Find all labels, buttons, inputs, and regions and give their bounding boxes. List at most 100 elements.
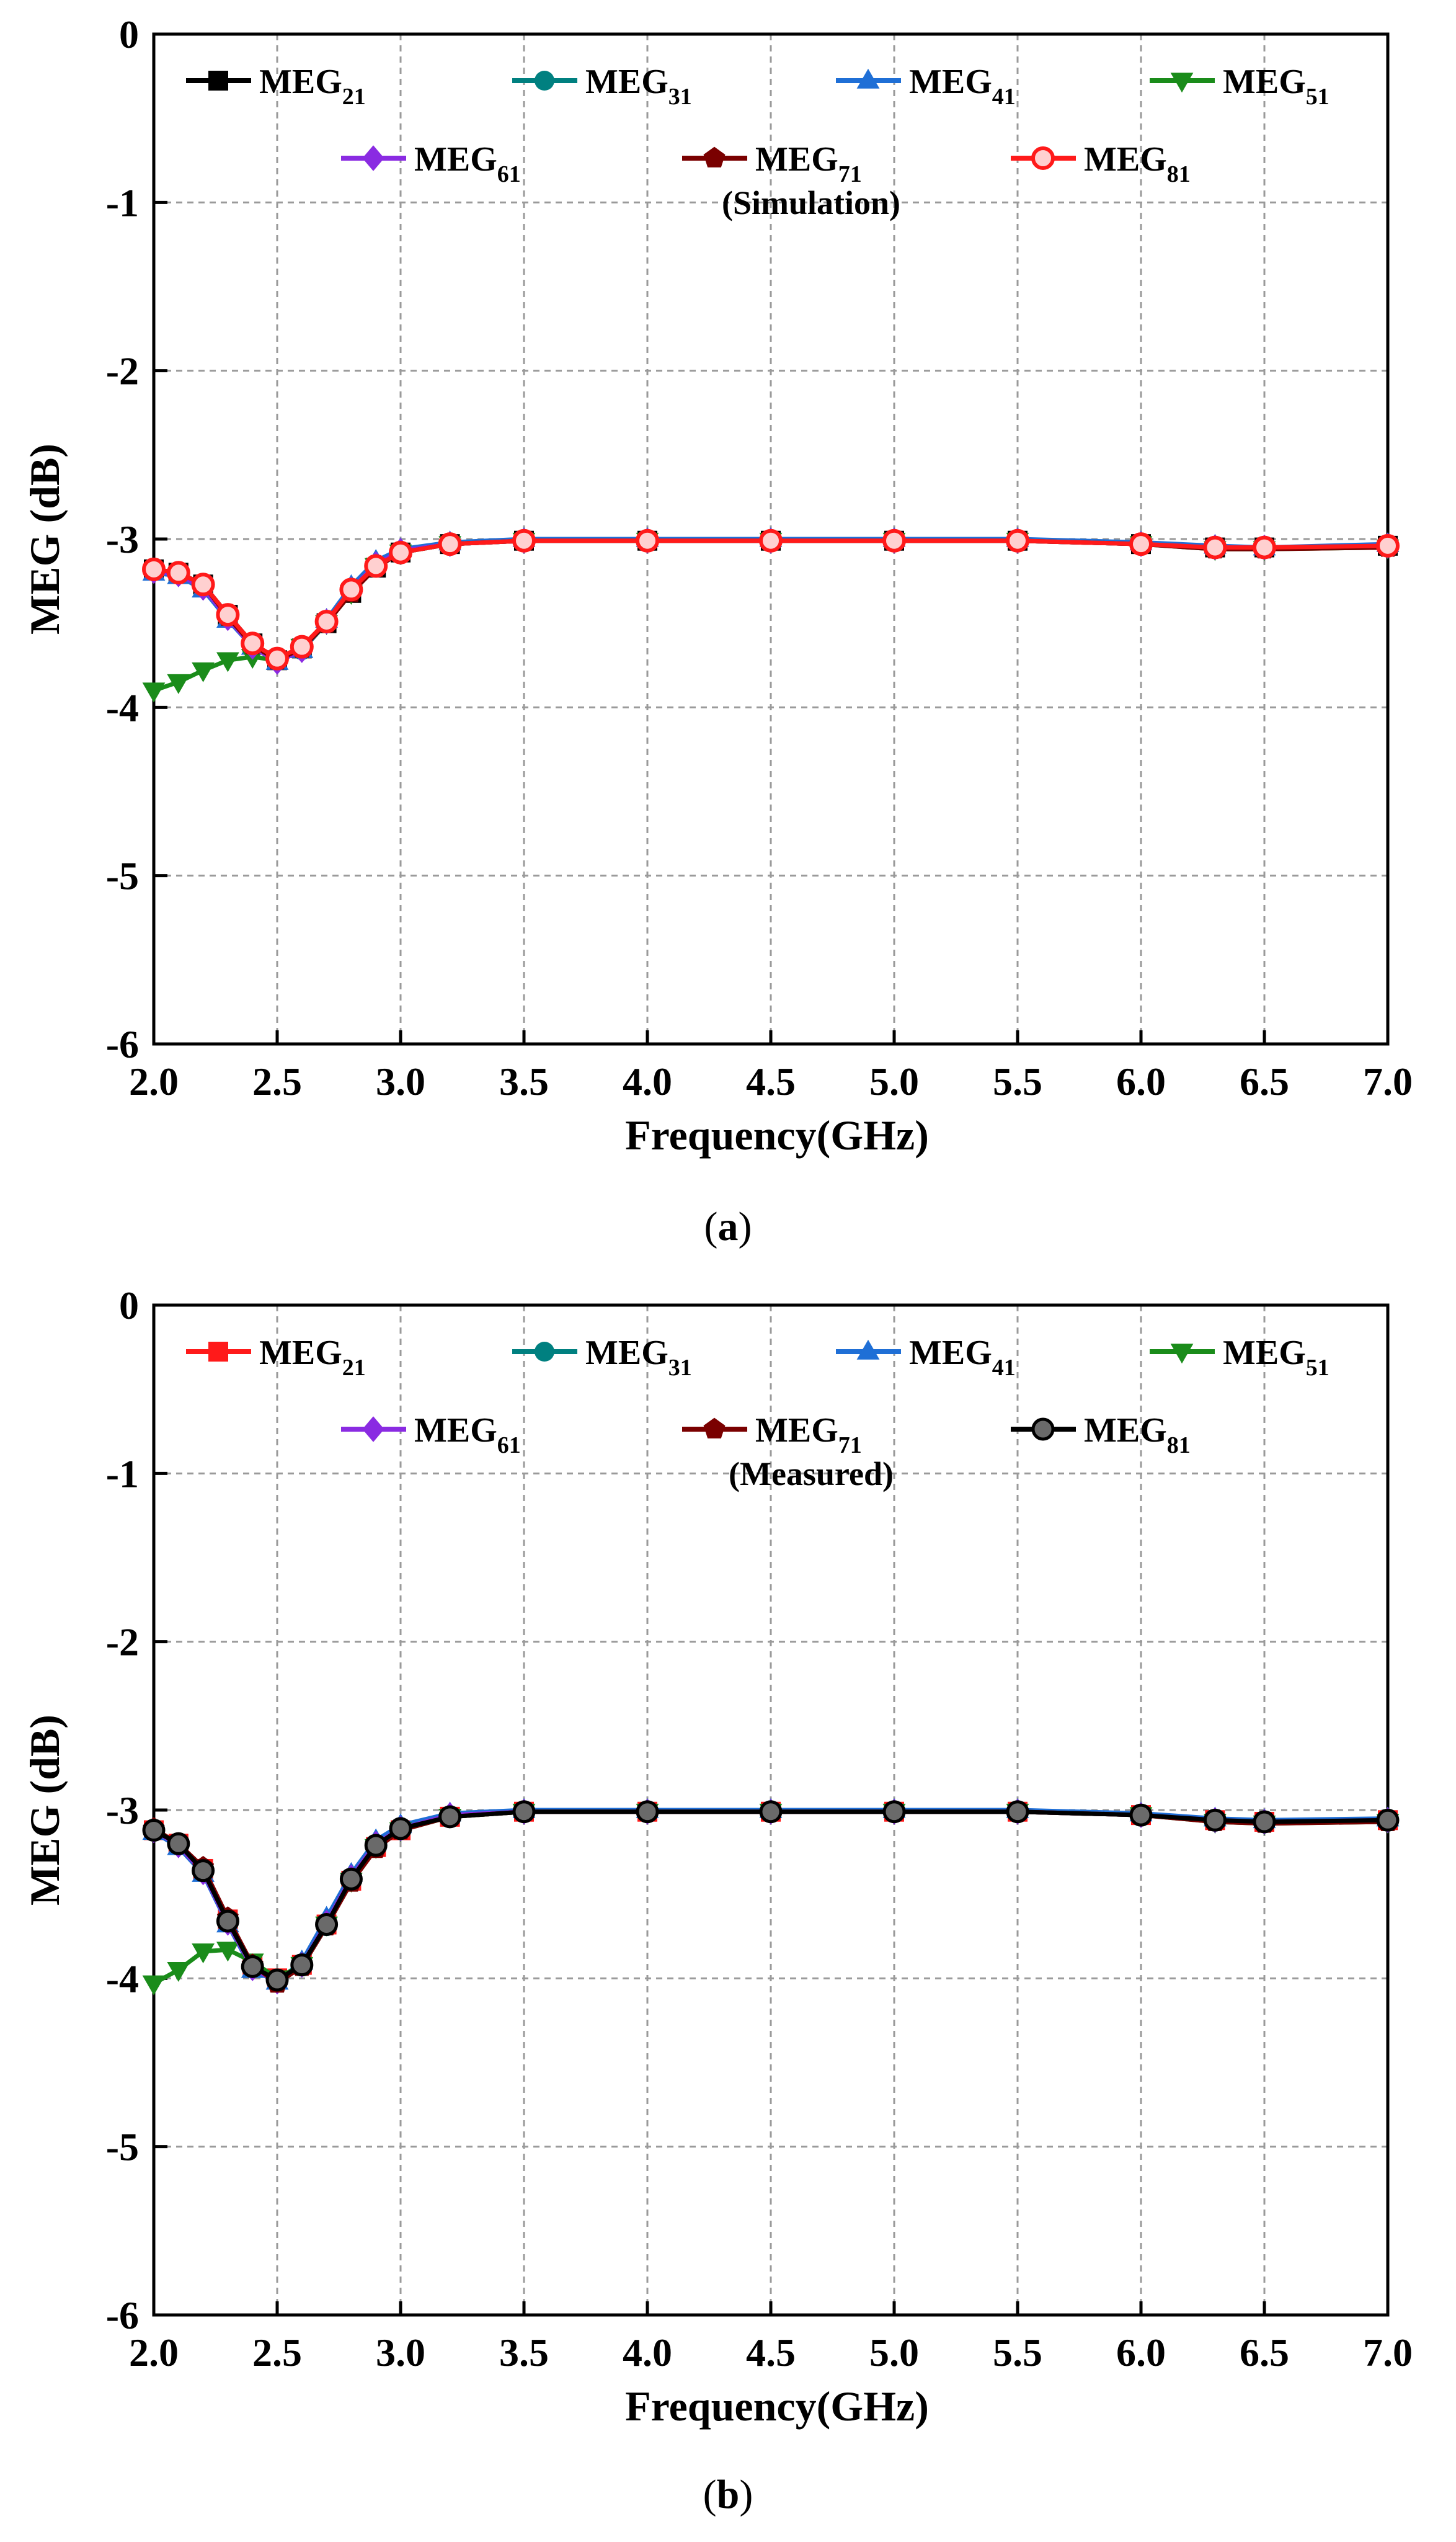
chart-b-point-meg81 bbox=[167, 1832, 190, 1855]
chart-b-xtick-label: 4.0 bbox=[623, 2330, 672, 2375]
chart-a-xtick-label: 6.0 bbox=[1116, 1059, 1166, 1104]
chart-b-legend-subscript: 81 bbox=[1167, 1432, 1191, 1458]
chart-a-legend-marker bbox=[1031, 146, 1055, 170]
chart-b-legend-marker bbox=[1170, 1344, 1194, 1364]
chart-a-point-meg81 bbox=[166, 561, 190, 585]
chart-b-legend-marker bbox=[703, 1417, 726, 1438]
chart-b-legend-subscript: 31 bbox=[668, 1355, 692, 1381]
chart-b-point-meg81 bbox=[1253, 1810, 1276, 1834]
chart-b-legend-item-meg41: MEG41 bbox=[836, 1334, 1016, 1381]
chart-b-xtick-label: 2.0 bbox=[129, 2330, 179, 2375]
chart-b-legend-item-meg51: MEG51 bbox=[1150, 1334, 1329, 1381]
chart-a-xtick-label: 5.0 bbox=[869, 1059, 919, 1104]
caption-a: (a) bbox=[704, 1204, 752, 1249]
chart-b-point-meg81 bbox=[1129, 1803, 1153, 1827]
caption-b: (b) bbox=[703, 2472, 753, 2517]
chart-a-legend-subscript: 31 bbox=[668, 84, 692, 110]
chart-b-legend-label: MEG31 bbox=[585, 1334, 692, 1381]
chart-b-point-meg81 bbox=[438, 1805, 462, 1829]
chart-a-ytick-label: -3 bbox=[106, 517, 139, 561]
chart-b-yaxis-title: MEG (dB) bbox=[21, 1715, 68, 1906]
chart-a-point-meg81 bbox=[265, 646, 289, 671]
chart-a-legend-item-meg51: MEG51 bbox=[1150, 63, 1329, 110]
chart-a-point-meg81 bbox=[882, 528, 906, 553]
chart-b-legend-label: MEG51 bbox=[1223, 1334, 1329, 1381]
chart-a-point-meg81 bbox=[1253, 535, 1276, 560]
chart-a-xtick-label: 3.0 bbox=[376, 1059, 425, 1104]
chart-b-xtick-label: 3.0 bbox=[376, 2330, 425, 2375]
chart-b-ytick-label: -6 bbox=[106, 2293, 139, 2337]
chart-b-ytick-label: -5 bbox=[106, 2125, 139, 2169]
chart-b-note: (Measured) bbox=[729, 1455, 894, 1492]
chart-a-xaxis-title: Frequency(GHz) bbox=[625, 1112, 929, 1159]
chart-a-ytick-label: -5 bbox=[106, 854, 139, 898]
chart-a-ytick-label: -6 bbox=[106, 1022, 139, 1066]
chart-b-point-meg81 bbox=[1376, 1808, 1400, 1832]
chart-b-xtick-label: 2.5 bbox=[252, 2330, 302, 2375]
chart-b-point-meg81 bbox=[1006, 1800, 1029, 1824]
chart-b-xtick-label: 6.0 bbox=[1116, 2330, 1166, 2375]
chart-b-point-meg51 bbox=[142, 1975, 166, 1996]
chart-a-legend-item-meg31: MEG31 bbox=[512, 63, 692, 110]
chart-a-xtick-label: 7.0 bbox=[1363, 1059, 1413, 1104]
chart-a-point-meg81 bbox=[1203, 535, 1227, 560]
chart-a-ytick-label: 0 bbox=[119, 12, 139, 56]
chart-b-point-meg81 bbox=[290, 1953, 314, 1977]
chart-a-xtick-label: 2.5 bbox=[252, 1059, 302, 1104]
chart-a-point-meg81 bbox=[1129, 532, 1153, 556]
chart-a-legend-subscript: 61 bbox=[497, 161, 521, 187]
chart-b-point-meg81 bbox=[339, 1867, 363, 1891]
chart-b-point-meg81 bbox=[364, 1834, 388, 1857]
chart-a-ytick-label: -1 bbox=[106, 181, 139, 225]
chart-a-legend-label: MEG81 bbox=[1084, 140, 1191, 187]
chart-b-xtick-label: 5.0 bbox=[869, 2330, 919, 2375]
chart-a-legend-marker bbox=[535, 71, 554, 91]
chart-b-legend-marker bbox=[856, 1339, 880, 1360]
chart-b-legend: MEG21 MEG31 MEG41 MEG51 MEG61 MEG71 MEG81 bbox=[186, 1334, 1329, 1458]
chart-b-point-meg51 bbox=[192, 1943, 215, 1964]
chart-panel-a: 2.0 2.5 3.0 3.5 4.0 4.5 5.0 5.5 6.0 6.5 7.0 0 -1 -2 -3… bbox=[21, 12, 1413, 1249]
chart-a-xtick-label: 2.0 bbox=[129, 1059, 179, 1104]
chart-b-point-meg81 bbox=[192, 1859, 215, 1883]
chart-b-legend-subscript: 61 bbox=[497, 1432, 521, 1458]
chart-b-svg: 2.0 2.5 3.0 3.5 4.0 4.5 5.0 5.5 6.0 6.5 7.0 0 -1 -2 -3… bbox=[21, 1283, 1413, 2430]
chart-b-legend-label: MEG81 bbox=[1084, 1411, 1191, 1458]
chart-a-xtick-label: 6.5 bbox=[1240, 1059, 1289, 1104]
chart-a-line-meg41 bbox=[153, 537, 1388, 664]
chart-b-point-meg81 bbox=[315, 1913, 339, 1937]
chart-a-legend-marker bbox=[703, 146, 726, 167]
chart-a-xtick-label: 4.0 bbox=[623, 1059, 672, 1104]
chart-a-legend-item-meg81: MEG81 bbox=[1011, 140, 1191, 187]
chart-b-point-meg81 bbox=[512, 1800, 536, 1824]
chart-b-ytick-label: -3 bbox=[106, 1788, 139, 1832]
chart-a-point-meg81 bbox=[191, 573, 215, 597]
chart-b-legend-item-meg81: MEG81 bbox=[1011, 1411, 1191, 1458]
chart-b-point-meg81 bbox=[759, 1800, 783, 1824]
chart-a-xtick-label: 3.5 bbox=[499, 1059, 549, 1104]
chart-a-legend-subscript: 81 bbox=[1167, 161, 1191, 187]
chart-a-legend-item-meg41: MEG41 bbox=[836, 63, 1016, 110]
chart-b-point-meg81 bbox=[389, 1817, 412, 1840]
chart-a-point-meg51 bbox=[216, 652, 239, 672]
chart-b-point-meg81 bbox=[1203, 1808, 1227, 1832]
chart-a-legend-label: MEG41 bbox=[909, 63, 1016, 110]
chart-b-legend-item-meg61: MEG61 bbox=[341, 1411, 521, 1458]
chart-b-ytick-label: -1 bbox=[106, 1452, 139, 1496]
chart-b-point-meg51 bbox=[167, 1961, 190, 1982]
chart-b-series-meg81 bbox=[142, 1800, 1400, 1992]
chart-b-legend-label: MEG61 bbox=[414, 1411, 521, 1458]
chart-a-point-meg81 bbox=[389, 540, 412, 564]
chart-b-point-meg81 bbox=[216, 1909, 239, 1933]
chart-a-xtick-label: 5.5 bbox=[993, 1059, 1042, 1104]
chart-b-point-meg81 bbox=[265, 1968, 289, 1992]
chart-a-ytick-label: -4 bbox=[106, 685, 139, 729]
chart-a-point-meg51 bbox=[142, 682, 166, 703]
chart-a-legend-marker bbox=[1170, 73, 1194, 93]
chart-b-legend-subscript: 51 bbox=[1306, 1355, 1329, 1381]
chart-a-legend-subscript: 21 bbox=[342, 84, 366, 110]
chart-b-legend-subscript: 21 bbox=[342, 1355, 366, 1381]
chart-a-point-meg81 bbox=[216, 603, 240, 627]
chart-panel-b: 2.0 2.5 3.0 3.5 4.0 4.5 5.0 5.5 6.0 6.5 7.0 0 -1 -2 -3… bbox=[0, 1271, 1456, 2542]
chart-a-series-meg81 bbox=[142, 528, 1400, 671]
chart-b-ytick-label: -4 bbox=[106, 1956, 139, 2000]
